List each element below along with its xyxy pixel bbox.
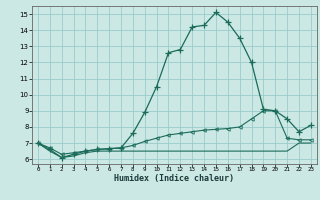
X-axis label: Humidex (Indice chaleur): Humidex (Indice chaleur)	[115, 174, 234, 183]
